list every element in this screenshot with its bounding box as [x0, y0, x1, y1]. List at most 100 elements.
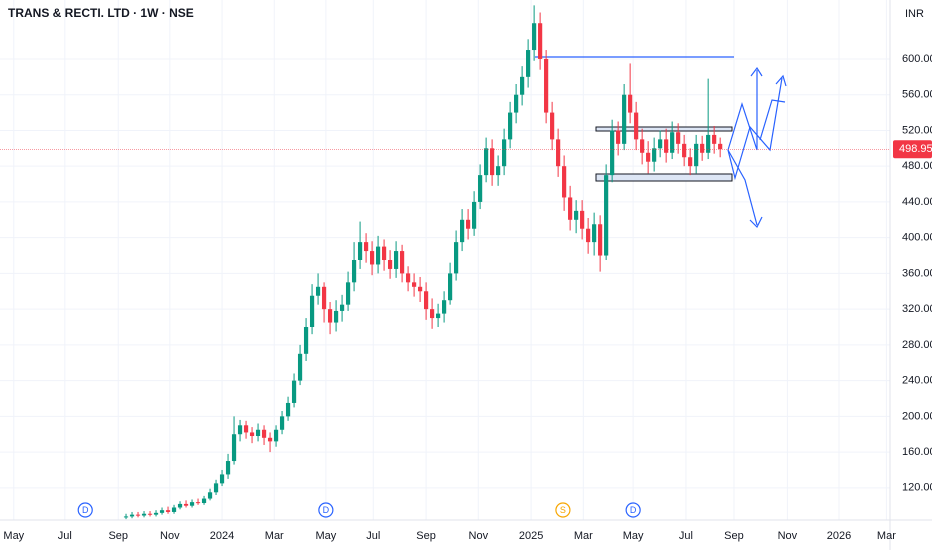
candle-body	[538, 23, 543, 59]
candle-body	[466, 219, 471, 229]
candle-body	[309, 295, 315, 328]
arrow-head	[775, 74, 787, 87]
x-tick-label: Nov	[160, 530, 180, 542]
candle-body	[550, 112, 555, 140]
candles	[123, 5, 723, 520]
x-tick-label: 2025	[519, 530, 543, 542]
candle-body	[484, 148, 489, 176]
candle-body	[556, 139, 561, 167]
y-tick-label: 160.00	[902, 446, 932, 458]
x-tick-label: Jul	[58, 530, 72, 542]
y-tick-label: 440.00	[902, 196, 932, 208]
candle-body	[321, 286, 327, 310]
candle-body	[604, 175, 609, 256]
candle-body	[514, 94, 519, 113]
x-tick-label: Sep	[416, 530, 436, 542]
candle-body	[159, 510, 165, 513]
x-tick-label: Mar	[574, 530, 593, 542]
candle-body	[297, 353, 303, 381]
candle-body	[225, 461, 231, 475]
candle-body	[375, 246, 381, 265]
candle-body	[417, 286, 423, 292]
y-tick-label: 120.00	[902, 482, 932, 494]
candle-body	[315, 286, 321, 296]
candle-body	[237, 425, 243, 435]
candle-body	[664, 139, 669, 153]
x-tick-label: Jul	[679, 530, 693, 542]
candle-body	[622, 94, 627, 144]
candle-body	[435, 313, 441, 319]
x-tick-label: Sep	[724, 530, 744, 542]
candle-body	[574, 210, 579, 220]
candle-body	[526, 50, 531, 77]
candle-body	[333, 310, 339, 323]
candle-body	[634, 112, 639, 140]
candle-body	[490, 148, 495, 176]
x-tick-label: May	[623, 530, 644, 542]
y-tick-label: 520.00	[902, 124, 932, 136]
candle-body	[147, 513, 153, 515]
y-tick-label: 600.00	[902, 53, 932, 65]
candle-body	[141, 513, 147, 516]
candle-body	[586, 228, 591, 243]
x-tick-label: May	[315, 530, 336, 542]
candle-body	[129, 514, 135, 517]
candle-body	[279, 416, 285, 430]
y-tick-label: 240.00	[902, 375, 932, 387]
candle-body	[327, 309, 333, 323]
event-label: D	[82, 505, 89, 515]
candle-body	[580, 210, 585, 229]
x-tick-label: May	[3, 530, 24, 542]
candle-body	[532, 23, 537, 51]
candle-body	[369, 251, 375, 265]
y-tick-label: 280.00	[902, 339, 932, 351]
candle-body	[405, 273, 411, 283]
event-marker	[555, 502, 571, 518]
candle-body	[502, 139, 507, 167]
candle-body	[628, 94, 633, 113]
arrow-head	[749, 216, 763, 229]
candle-body	[303, 327, 309, 354]
event-label: D	[630, 505, 637, 515]
last-price-label: 498.95	[899, 143, 932, 155]
candle-body	[249, 432, 255, 437]
candle-body	[255, 429, 261, 437]
y-tick-label: 320.00	[902, 303, 932, 315]
candle-body	[646, 152, 651, 162]
candle-body	[243, 425, 249, 433]
candle-body	[195, 502, 201, 504]
candle-body	[153, 512, 159, 515]
event-label: D	[323, 505, 330, 515]
y-tick-label: 400.00	[902, 232, 932, 244]
candle-body	[640, 139, 645, 153]
candle-body	[652, 148, 657, 162]
x-tick-label: Mar	[265, 530, 284, 542]
x-tick-label: Mar	[877, 530, 896, 542]
candle-body	[718, 143, 723, 150]
candle-body	[448, 273, 453, 301]
arrow-head	[750, 66, 763, 77]
candle-body	[688, 157, 693, 167]
candle-body	[460, 219, 465, 243]
candle-body	[610, 130, 615, 176]
grid	[0, 0, 890, 520]
lower-zone	[595, 173, 733, 182]
candle-body	[411, 282, 417, 287]
candle-body	[520, 76, 525, 95]
upper-zone	[595, 126, 733, 132]
candle-body	[351, 260, 357, 283]
candle-body	[700, 143, 705, 153]
candle-body	[393, 251, 399, 269]
candle-body	[339, 304, 345, 311]
x-tick-label: Sep	[108, 530, 128, 542]
candle-body	[616, 130, 621, 144]
last-price-box	[893, 140, 932, 159]
event-marker	[77, 502, 93, 518]
candle-body	[676, 132, 681, 144]
currency: INR	[905, 8, 924, 20]
candle-body	[562, 166, 567, 198]
event-marker	[625, 502, 641, 518]
projection-path	[759, 99, 786, 141]
y-tick-label: 360.00	[902, 267, 932, 279]
candle-body	[357, 242, 363, 260]
